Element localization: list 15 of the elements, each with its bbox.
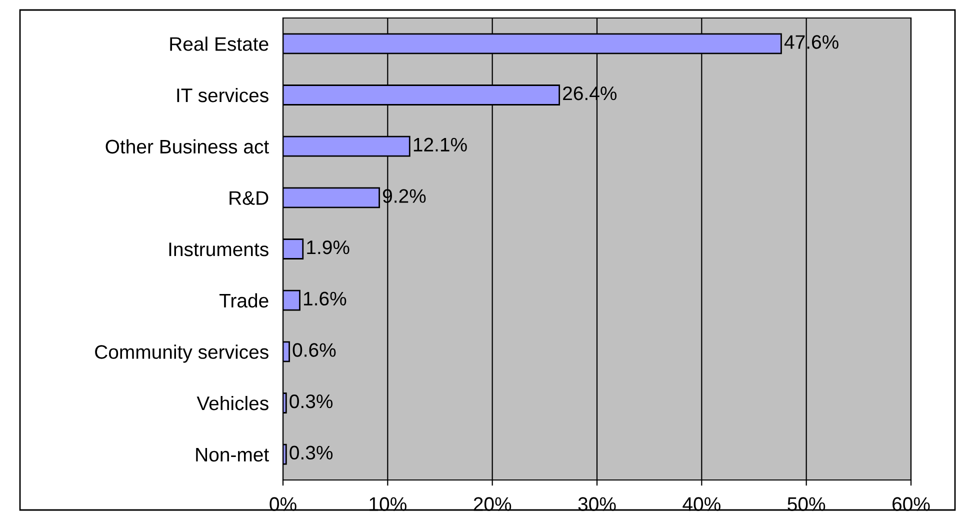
data-label: 0.6% <box>292 343 336 357</box>
y-tick-label: IT services <box>177 88 268 102</box>
y-tick-label: Other Business act <box>106 139 269 154</box>
data-label: 1.9% <box>307 240 350 254</box>
y-tick-label: Non-met <box>196 448 269 462</box>
y-tick-label: Community services <box>95 344 268 363</box>
data-label: 0.3% <box>290 394 333 408</box>
y-tick-label: Instruments <box>169 242 268 256</box>
y-tick-label: Trade <box>219 293 268 308</box>
y-tick-label: Vehicles <box>196 396 268 410</box>
y-tick-label: Real Estate <box>170 36 268 51</box>
data-label: 0.3% <box>290 446 333 460</box>
y-tick-label: R&D <box>230 191 268 205</box>
data-label: 1.6% <box>304 292 346 306</box>
data-label: 12.1% <box>414 138 467 152</box>
